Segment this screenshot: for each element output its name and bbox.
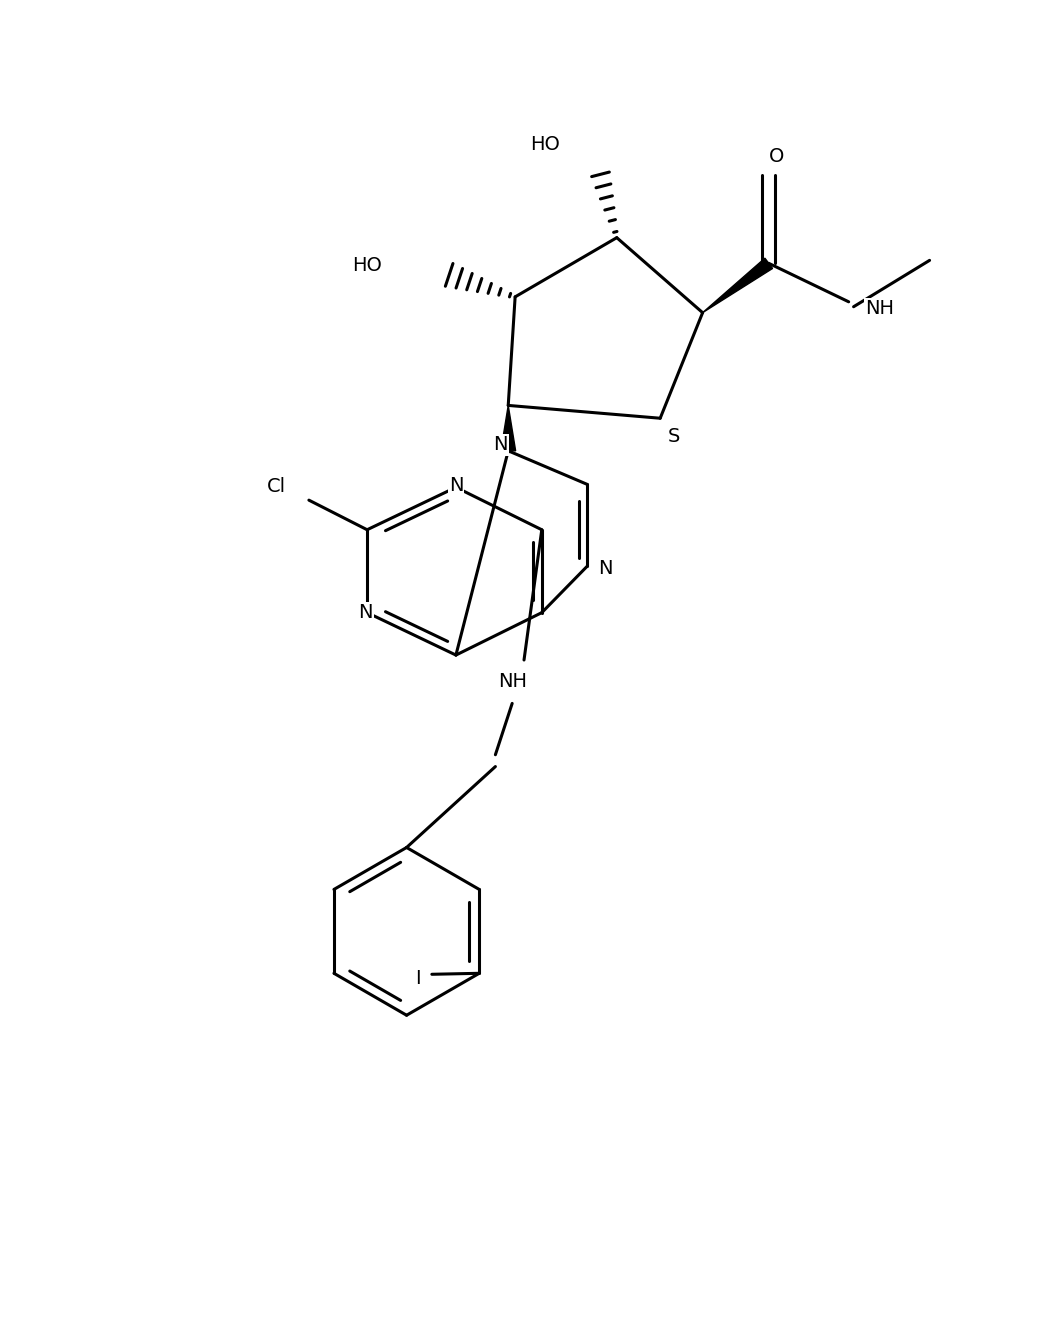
Text: NH: NH (865, 300, 895, 318)
Text: I: I (415, 969, 421, 987)
Polygon shape (501, 405, 516, 451)
Text: Cl: Cl (267, 477, 286, 496)
Text: N: N (494, 436, 507, 454)
Text: N: N (597, 558, 612, 578)
Text: HO: HO (352, 256, 382, 275)
Polygon shape (702, 259, 773, 313)
Text: S: S (668, 426, 680, 446)
Text: N: N (448, 475, 463, 495)
Text: HO: HO (529, 136, 560, 154)
Text: N: N (358, 603, 373, 622)
Text: O: O (769, 148, 784, 166)
Text: NH: NH (498, 672, 527, 692)
